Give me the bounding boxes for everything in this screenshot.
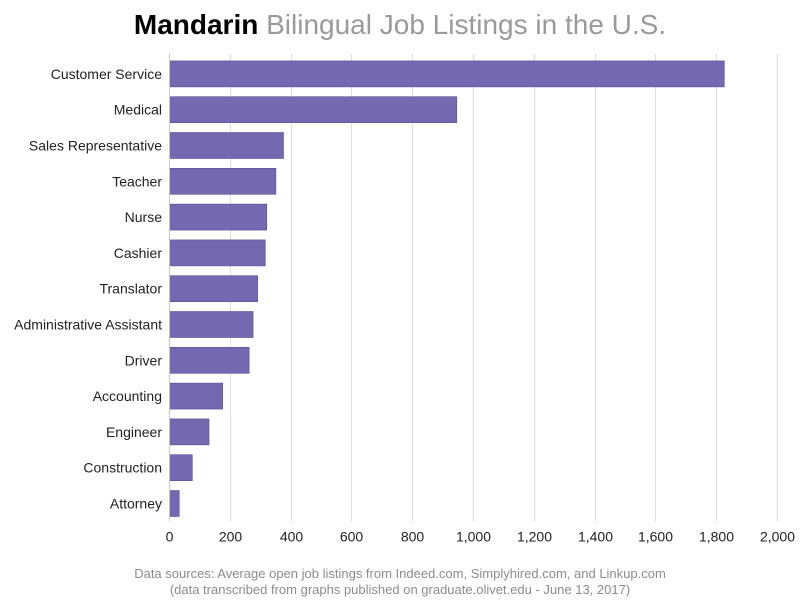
- category-label: Translator: [99, 281, 162, 297]
- x-tick-label: 600: [340, 528, 364, 544]
- x-tick-label: 1,800: [699, 528, 734, 544]
- bar: [169, 275, 258, 303]
- bar: [169, 239, 266, 267]
- chart-title-lead: Mandarin: [133, 9, 259, 40]
- x-tick-label: 0: [166, 528, 174, 544]
- bar: [169, 203, 268, 231]
- footer-line-2: (data transcribed from graphs published …: [169, 582, 631, 597]
- bar: [169, 132, 284, 159]
- bar: [169, 418, 210, 446]
- footer-line-1: Data sources: Average open job listings …: [134, 566, 666, 581]
- chart-title-rest: Bilingual Job Listings in the U.S.: [266, 9, 667, 40]
- category-label: Administrative Assistant: [14, 317, 162, 333]
- category-label: Sales Representative: [29, 138, 162, 154]
- category-label: Engineer: [106, 424, 162, 440]
- x-tick-label: 1,000: [456, 528, 491, 544]
- category-label: Customer Service: [51, 66, 162, 82]
- bar: [169, 382, 224, 410]
- category-label: Medical: [114, 102, 162, 118]
- category-label: Teacher: [112, 173, 162, 189]
- category-label: Accounting: [93, 388, 162, 404]
- category-label: Attorney: [110, 496, 162, 512]
- category-label: Construction: [83, 460, 162, 476]
- x-tick-labels: 0 200 400 600 800 1,000 1,200 1,400 1,600 1,800 2,…: [166, 528, 796, 544]
- category-label: Cashier: [114, 245, 163, 261]
- bar: [169, 168, 277, 195]
- bar: [169, 454, 193, 482]
- bar: [169, 60, 725, 88]
- bar: [169, 96, 458, 123]
- footer-note: Data sources: Average open job listings …: [0, 566, 800, 598]
- x-tick-label: 200: [219, 528, 243, 544]
- x-tick-label: 1,400: [578, 528, 613, 544]
- bar: [169, 311, 254, 338]
- x-tick-label: 2,000: [760, 528, 795, 544]
- x-tick-label: 800: [401, 528, 425, 544]
- category-label: Nurse: [125, 209, 163, 225]
- grid-lines: [230, 54, 778, 522]
- chart-title: Mandarin Bilingual Job Listings in the U…: [0, 6, 800, 44]
- x-tick-label: 400: [280, 528, 304, 544]
- bar: [169, 490, 180, 517]
- category-labels: Customer Service Medical Sales Representat…: [14, 66, 162, 512]
- bar: [169, 346, 250, 374]
- bars: [169, 60, 725, 517]
- category-label: Driver: [125, 352, 163, 368]
- x-tick-label: 1,600: [638, 528, 673, 544]
- x-tick-label: 1,200: [517, 528, 552, 544]
